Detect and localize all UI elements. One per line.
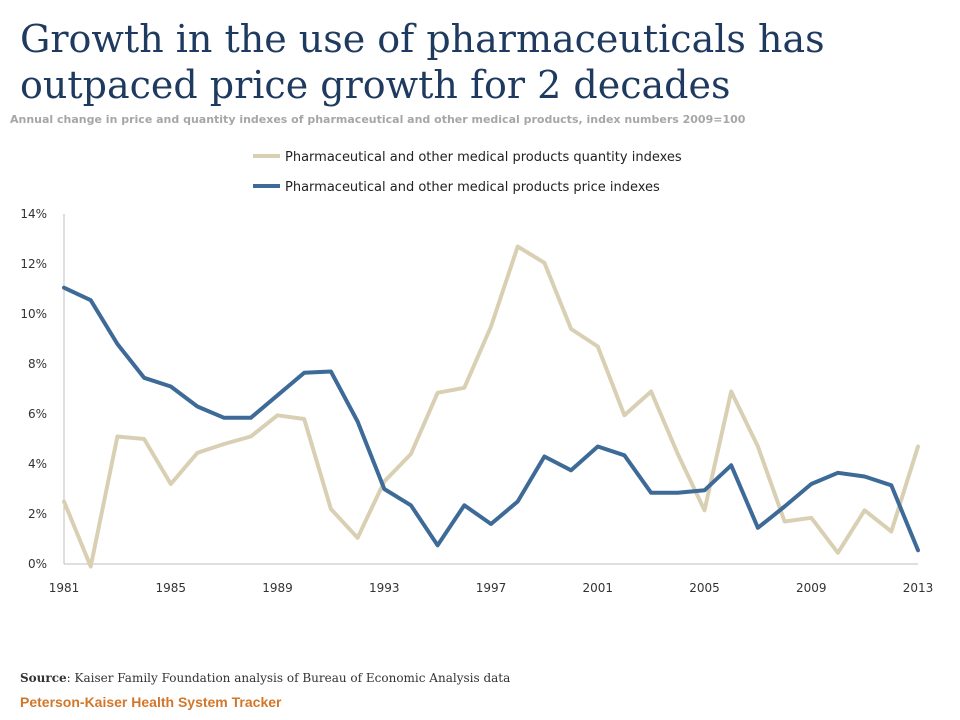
y-tick-label: 6% <box>28 407 47 421</box>
chart-axes: 0% 2% 4% 6% 8% 10% 12% 14% 1981 1985 1989 1993 1997 2… <box>20 207 933 595</box>
x-tick-label: 2001 <box>582 581 613 595</box>
legend-label: Pharmaceutical and other medical product… <box>285 150 682 165</box>
y-tick-label: 2% <box>28 507 47 521</box>
x-tick-label: 1989 <box>262 581 293 595</box>
chart-title: Growth in the use of pharmaceuticals has… <box>20 17 825 107</box>
chart-legend: Pharmaceutical and other medical product… <box>253 150 682 195</box>
y-tick-label: 8% <box>28 357 47 371</box>
x-tick-label: 2009 <box>796 581 827 595</box>
source-label: Source <box>20 671 67 685</box>
source-note: Source: Kaiser Family Foundation analysi… <box>20 671 510 685</box>
chart-subtitle: Annual change in price and quantity inde… <box>10 113 746 126</box>
line-chart: Pharmaceutical and other medical product… <box>20 150 933 595</box>
legend-label: Pharmaceutical and other medical product… <box>285 180 660 195</box>
y-tick-label: 14% <box>20 207 47 221</box>
x-tick-label: 1981 <box>49 581 80 595</box>
x-tick-label: 2005 <box>689 581 720 595</box>
series-line-price <box>62 285 920 553</box>
x-tick-label: 1985 <box>155 581 186 595</box>
y-tick-label: 12% <box>20 257 47 271</box>
y-tick-label: 4% <box>28 457 47 471</box>
x-tick-label: 1997 <box>476 581 507 595</box>
y-tick-label: 0% <box>28 557 47 571</box>
chart-series <box>62 244 920 569</box>
brand-label: Peterson-Kaiser Health System Tracker <box>20 694 282 710</box>
y-tick-label: 10% <box>20 307 47 321</box>
source-text: : Kaiser Family Foundation analysis of B… <box>66 671 511 685</box>
x-tick-label: 1993 <box>369 581 400 595</box>
x-tick-label: 2013 <box>903 581 934 595</box>
series-line-quantity <box>62 244 920 569</box>
